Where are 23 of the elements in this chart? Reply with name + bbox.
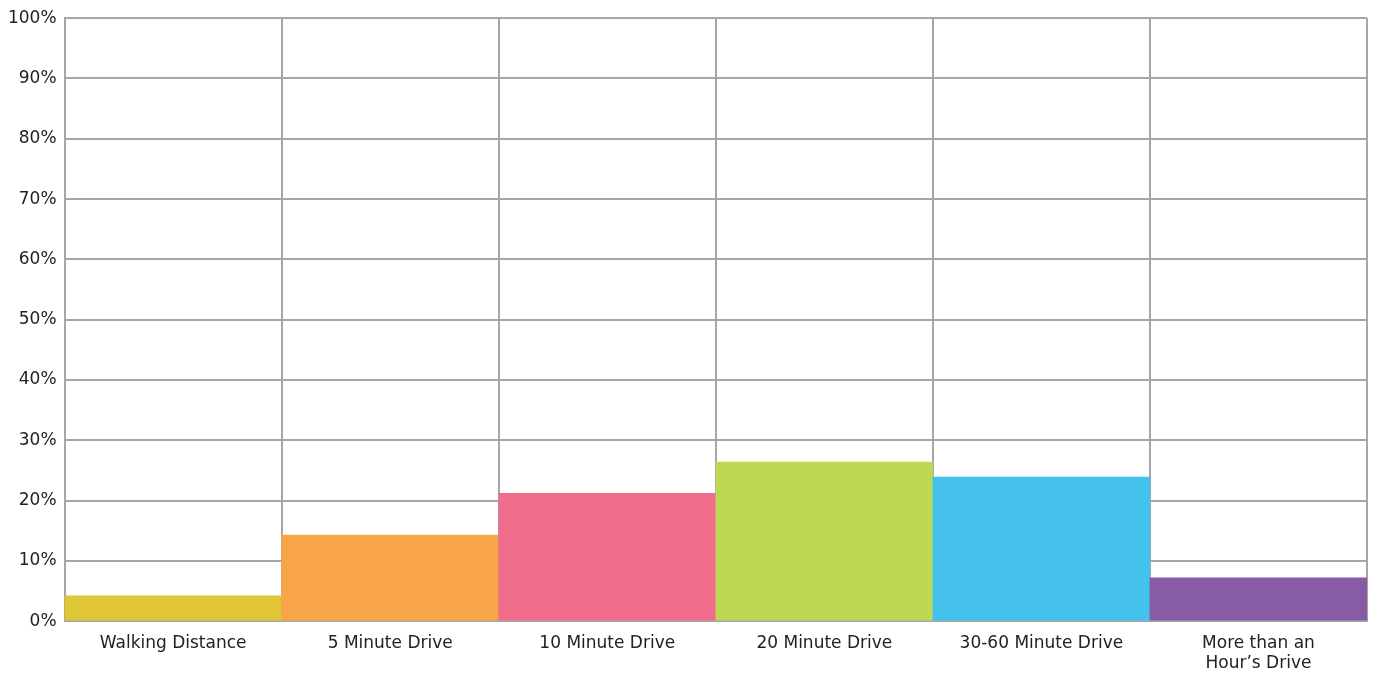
bar: [1149, 577, 1367, 621]
y-tick-label: 70%: [18, 187, 57, 208]
y-tick-label: 40%: [18, 368, 57, 389]
y-tick-label: 100%: [7, 6, 57, 27]
x-tick-label: More than an Hour’s Drive: [1202, 631, 1315, 673]
y-tick-label: 0%: [29, 609, 57, 630]
y-tick-label: 30%: [18, 428, 57, 449]
bar: [64, 595, 282, 621]
y-tick-label: 90%: [18, 66, 57, 87]
y-tick-label: 50%: [18, 308, 57, 329]
x-tick-label: Walking Distance: [99, 631, 247, 652]
bar: [498, 493, 717, 621]
y-tick-label: 80%: [18, 127, 57, 148]
x-tick-label: 30-60 Minute Drive: [959, 631, 1124, 652]
y-tick-label: 60%: [18, 247, 57, 268]
bar: [932, 476, 1151, 621]
bar: [715, 461, 934, 621]
y-tick-label: 20%: [18, 489, 57, 510]
x-tick-label: 5 Minute Drive: [327, 631, 453, 652]
x-tick-label: 20 Minute Drive: [756, 631, 893, 652]
bar: [281, 534, 500, 621]
y-tick-label: 10%: [18, 549, 57, 570]
x-tick-label: 10 Minute Drive: [539, 631, 676, 652]
